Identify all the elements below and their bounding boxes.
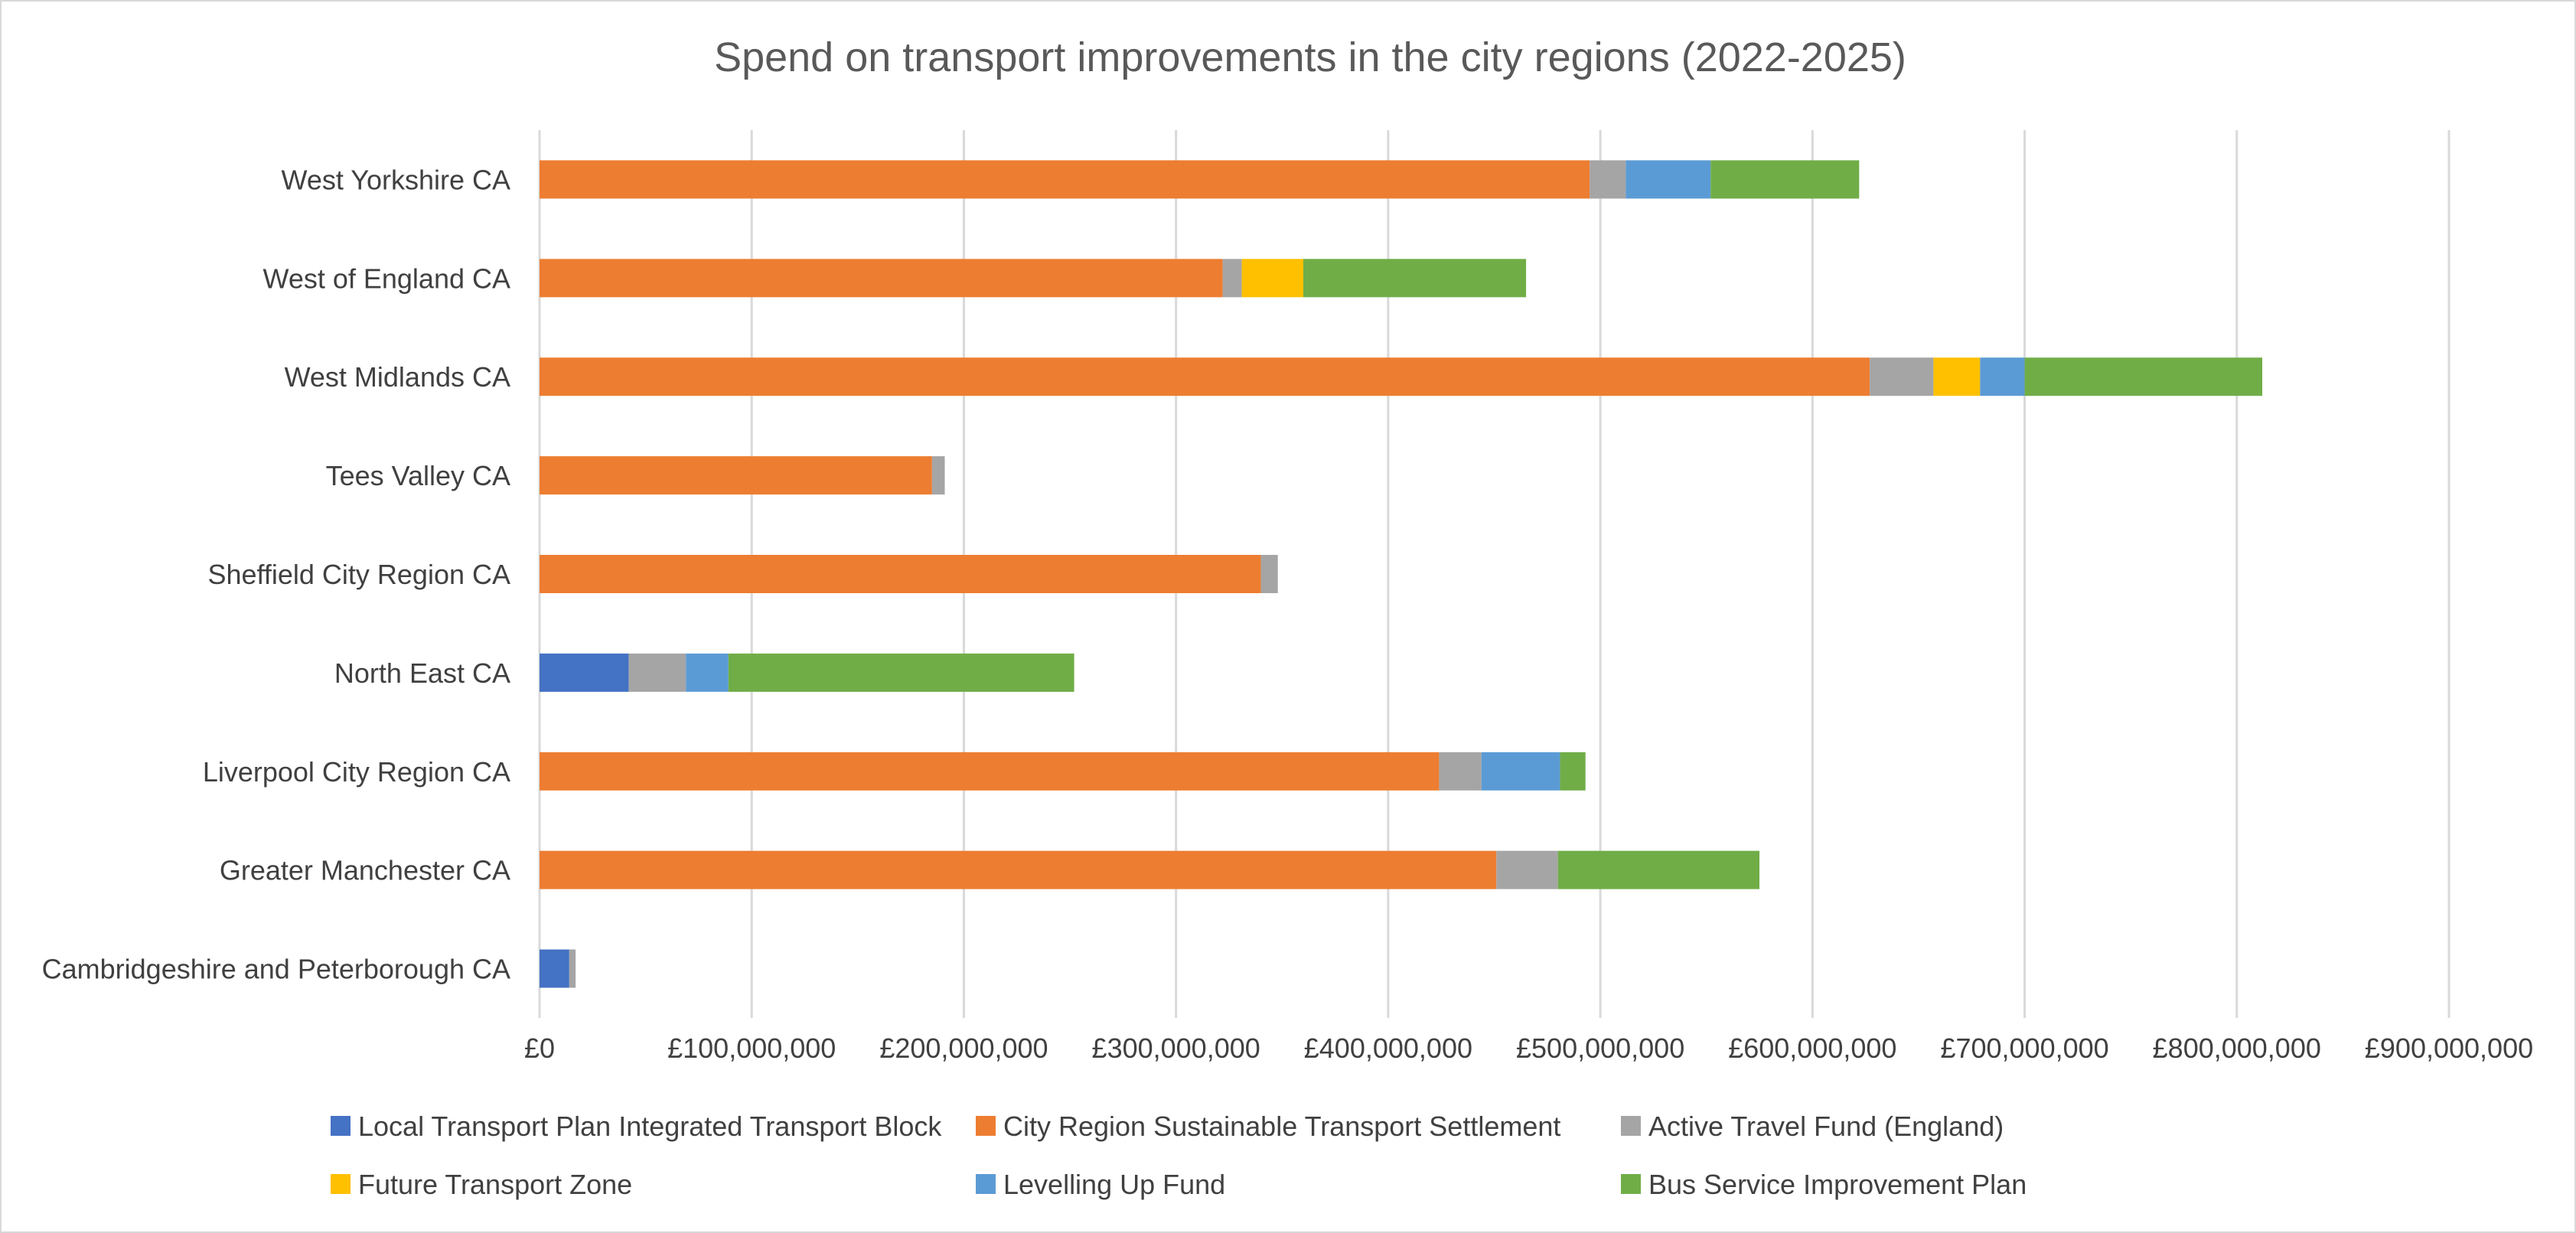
bar-segment-0-5 (1710, 160, 1860, 199)
bar-segment-1-5 (1303, 259, 1527, 298)
bar-segment-6-1 (540, 752, 1440, 791)
category-label-4: Sheffield City Region CA (207, 559, 510, 590)
legend-swatch-5 (1621, 1174, 1641, 1194)
legend: Local Transport Plan Integrated Transpor… (331, 1111, 2027, 1200)
bar-segment-5-2 (628, 653, 686, 692)
category-label-6: Liverpool City Region CA (203, 756, 510, 788)
bar-segment-0-1 (540, 160, 1590, 199)
bar-segment-5-4 (686, 653, 729, 692)
bar-segment-6-5 (1560, 752, 1586, 791)
legend-swatch-2 (1621, 1116, 1641, 1136)
x-tick-label-8: £800,000,000 (2153, 1032, 2321, 1064)
bar-segment-8-0 (540, 949, 569, 988)
bar-segment-8-2 (569, 949, 576, 988)
bar-segment-6-2 (1439, 752, 1482, 791)
legend-label-5: Bus Service Improvement Plan (1648, 1169, 2027, 1200)
category-label-5: North East CA (334, 657, 510, 689)
x-tick-label-9: £900,000,000 (2365, 1032, 2533, 1064)
legend-label-2: Active Travel Fund (England) (1648, 1111, 2004, 1142)
x-tick-label-3: £300,000,000 (1092, 1032, 1260, 1064)
bars (540, 160, 2263, 988)
category-label-0: West Yorkshire CA (282, 164, 510, 195)
category-label-3: Tees Valley CA (326, 460, 510, 491)
bar-segment-3-1 (540, 456, 932, 495)
legend-label-4: Levelling Up Fund (1003, 1169, 1225, 1200)
x-tick-label-0: £0 (524, 1032, 555, 1064)
bar-segment-1-2 (1222, 259, 1242, 298)
x-tick-label-7: £700,000,000 (1940, 1032, 2108, 1064)
bar-segment-7-5 (1557, 850, 1760, 889)
bar-segment-2-5 (2024, 357, 2263, 396)
bar-segment-3-2 (931, 456, 945, 495)
legend-swatch-3 (331, 1174, 351, 1194)
bar-segment-5-0 (540, 653, 629, 692)
category-label-8: Cambridgeshire and Peterborough CA (42, 954, 510, 985)
legend-label-0: Local Transport Plan Integrated Transpor… (358, 1111, 942, 1142)
bar-segment-2-4 (1980, 357, 2025, 396)
bar-segment-2-2 (1870, 357, 1934, 396)
legend-swatch-0 (331, 1116, 351, 1136)
x-tick-labels: £0 £100,000,000 £200,000,000 £300,000,000 £4… (524, 1032, 2533, 1064)
bar-segment-7-1 (540, 850, 1497, 889)
x-tick-label-4: £400,000,000 (1304, 1032, 1472, 1064)
x-tick-label-6: £600,000,000 (1728, 1032, 1896, 1064)
x-tick-label-5: £500,000,000 (1516, 1032, 1684, 1064)
category-label-2: West Midlands CA (285, 361, 510, 393)
legend-swatch-1 (976, 1116, 996, 1136)
x-tick-label-1: £100,000,000 (667, 1032, 836, 1064)
bar-segment-7-2 (1496, 850, 1558, 889)
category-label-7: Greater Manchester CA (220, 855, 510, 886)
bar-segment-6-4 (1481, 752, 1560, 791)
legend-label-1: City Region Sustainable Transport Settle… (1003, 1111, 1560, 1142)
bar-segment-2-1 (540, 357, 1870, 396)
bar-segment-1-1 (540, 259, 1223, 298)
chart-title: Spend on transport improvements in the c… (714, 34, 1906, 80)
bar-segment-0-2 (1590, 160, 1626, 199)
bar-segment-5-5 (728, 653, 1074, 692)
category-label-1: West of England CA (262, 263, 510, 294)
bar-segment-4-2 (1260, 555, 1278, 593)
legend-label-3: Future Transport Zone (358, 1169, 632, 1200)
bar-segment-1-3 (1241, 259, 1303, 298)
legend-swatch-4 (976, 1174, 996, 1194)
bar-segment-4-1 (540, 555, 1261, 593)
x-tick-label-2: £200,000,000 (879, 1032, 1048, 1064)
bar-segment-2-3 (1933, 357, 1981, 396)
category-labels: West Yorkshire CA West of England CA West … (42, 164, 510, 984)
bar-segment-0-4 (1625, 160, 1711, 199)
